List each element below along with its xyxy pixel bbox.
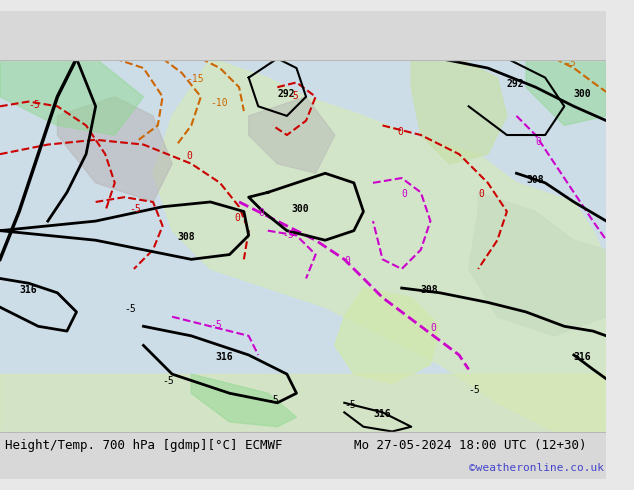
Text: -5: -5 — [129, 203, 141, 214]
Bar — [0, 11, 606, 60]
Text: 300: 300 — [459, 50, 477, 60]
Polygon shape — [0, 374, 606, 432]
Text: -5: -5 — [210, 320, 222, 330]
Text: 0: 0 — [402, 189, 408, 199]
Polygon shape — [526, 58, 606, 125]
Polygon shape — [0, 58, 143, 135]
Text: -5: -5 — [282, 230, 294, 240]
Text: 0: 0 — [186, 151, 192, 161]
Polygon shape — [191, 374, 297, 427]
Text: -15: -15 — [186, 74, 204, 84]
Text: 300: 300 — [292, 203, 309, 214]
Text: -5: -5 — [124, 304, 136, 314]
Text: -10: -10 — [210, 98, 228, 108]
Text: 292: 292 — [507, 79, 524, 89]
Text: -5: -5 — [287, 91, 299, 100]
Text: 0: 0 — [478, 189, 484, 199]
Polygon shape — [249, 97, 335, 173]
Text: -5: -5 — [564, 58, 576, 68]
Text: 316: 316 — [373, 409, 391, 419]
Polygon shape — [0, 58, 606, 432]
Text: -5: -5 — [344, 399, 356, 410]
Text: 316: 316 — [574, 352, 592, 362]
Text: 0: 0 — [536, 137, 541, 147]
Polygon shape — [335, 288, 440, 384]
Text: 308: 308 — [177, 232, 195, 242]
Text: -5: -5 — [268, 395, 280, 405]
Text: -5: -5 — [29, 100, 41, 110]
Text: -5: -5 — [469, 385, 481, 395]
Polygon shape — [153, 58, 606, 432]
Text: Height/Temp. 700 hPa [gdmp][°C] ECMWF: Height/Temp. 700 hPa [gdmp][°C] ECMWF — [5, 440, 282, 452]
Text: -5: -5 — [162, 376, 174, 386]
Polygon shape — [58, 97, 172, 202]
Text: Mo 27-05-2024 18:00 UTC (12+30): Mo 27-05-2024 18:00 UTC (12+30) — [354, 440, 586, 452]
Text: 308: 308 — [526, 175, 543, 185]
Text: 316: 316 — [19, 285, 37, 295]
Text: 0: 0 — [397, 127, 403, 137]
Text: 300: 300 — [574, 89, 592, 99]
Polygon shape — [469, 193, 606, 336]
Polygon shape — [411, 58, 507, 164]
Bar — [0, 58, 606, 432]
Bar — [0, 432, 606, 479]
Text: ©weatheronline.co.uk: ©weatheronline.co.uk — [469, 463, 604, 473]
Text: 316: 316 — [215, 352, 233, 362]
Text: 0: 0 — [235, 213, 240, 223]
Text: 0: 0 — [430, 323, 436, 333]
Text: 0: 0 — [344, 256, 350, 266]
Text: 308: 308 — [421, 285, 439, 295]
Text: 292: 292 — [277, 89, 295, 99]
Text: 0: 0 — [258, 208, 264, 219]
